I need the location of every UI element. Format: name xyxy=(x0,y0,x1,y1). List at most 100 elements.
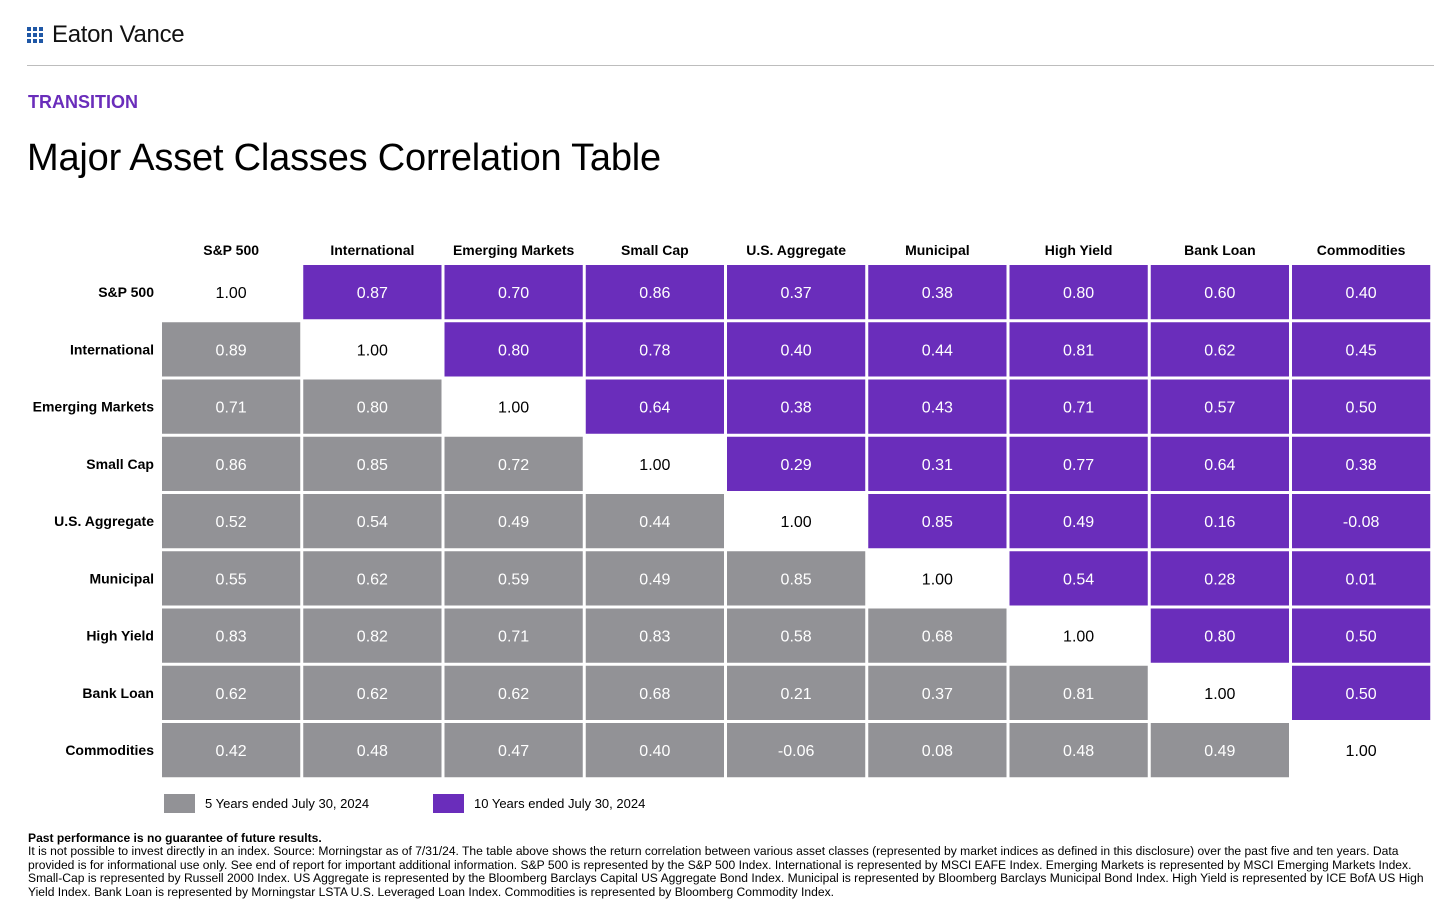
cell-municipal-small-cap xyxy=(585,551,724,606)
cell-value-sandp-500-sandp-500: 1.00 xyxy=(216,285,247,302)
cell-u-s-aggregate-high-yield xyxy=(1009,494,1148,549)
row-header-international: International xyxy=(70,341,154,357)
cell-value-international-commodities: 0.45 xyxy=(1346,342,1377,359)
cell-value-sandp-500-bank-loan: 0.60 xyxy=(1204,285,1235,302)
cell-value-high-yield-bank-loan: 0.80 xyxy=(1204,629,1235,646)
cell-value-municipal-bank-loan: 0.28 xyxy=(1204,571,1235,588)
cell-small-cap-international xyxy=(303,436,442,491)
cell-value-small-cap-bank-loan: 0.64 xyxy=(1204,457,1235,474)
cell-value-sandp-500-small-cap: 0.86 xyxy=(639,285,670,302)
cell-value-sandp-500-international: 0.87 xyxy=(357,285,388,302)
row-header-bank-loan: Bank Loan xyxy=(82,685,154,701)
cell-bank-loan-bank-loan xyxy=(1150,665,1289,720)
cell-u-s-aggregate-municipal xyxy=(868,494,1007,549)
cell-value-commodities-emerging-markets: 0.47 xyxy=(498,743,529,760)
cell-value-u-s-aggregate-commodities: -0.08 xyxy=(1343,514,1380,531)
cell-value-u-s-aggregate-emerging-markets: 0.49 xyxy=(498,514,529,531)
cell-value-u-s-aggregate-international: 0.54 xyxy=(357,514,388,531)
column-header-emerging-markets: Emerging Markets xyxy=(453,242,575,258)
cell-value-municipal-u-s-aggregate: 0.85 xyxy=(781,571,812,588)
disclosure-footnote: Past performance is no guarantee of futu… xyxy=(28,831,1428,899)
cell-commodities-u-s-aggregate xyxy=(727,723,866,778)
cell-commodities-emerging-markets xyxy=(444,723,583,778)
legend-item-5-years: 5 Years ended July 30, 2024 xyxy=(164,794,369,813)
legend-swatch-5-years xyxy=(164,794,195,813)
cell-value-u-s-aggregate-small-cap: 0.44 xyxy=(639,514,670,531)
cell-value-bank-loan-commodities: 0.50 xyxy=(1346,686,1377,703)
cell-value-international-u-s-aggregate: 0.40 xyxy=(781,342,812,359)
cell-value-small-cap-international: 0.85 xyxy=(357,457,388,474)
cell-bank-loan-commodities xyxy=(1292,665,1431,720)
cell-municipal-u-s-aggregate xyxy=(727,551,866,606)
cell-international-high-yield xyxy=(1009,322,1148,377)
cell-value-commodities-commodities: 1.00 xyxy=(1346,743,1377,760)
cell-emerging-markets-bank-loan xyxy=(1150,379,1289,434)
cell-high-yield-commodities xyxy=(1292,608,1431,663)
cell-small-cap-high-yield xyxy=(1009,436,1148,491)
cell-municipal-municipal xyxy=(868,551,1007,606)
cell-value-international-bank-loan: 0.62 xyxy=(1204,342,1235,359)
cell-value-municipal-high-yield: 0.54 xyxy=(1063,571,1094,588)
correlation-matrix: S&P 500 International Emerging Markets Smal… xyxy=(33,242,1431,778)
page-title: Major Asset Classes Correlation Table xyxy=(27,137,661,179)
cell-value-bank-loan-emerging-markets: 0.62 xyxy=(498,686,529,703)
cell-international-commodities xyxy=(1292,322,1431,377)
column-header-bank-loan: Bank Loan xyxy=(1184,242,1256,258)
cell-commodities-high-yield xyxy=(1009,723,1148,778)
cell-emerging-markets-municipal xyxy=(868,379,1007,434)
cell-municipal-bank-loan xyxy=(1150,551,1289,606)
cell-international-emerging-markets xyxy=(444,322,583,377)
legend-item-10-years: 10 Years ended July 30, 2024 xyxy=(433,794,645,813)
cell-value-municipal-small-cap: 0.49 xyxy=(639,571,670,588)
cell-high-yield-municipal xyxy=(868,608,1007,663)
cell-value-commodities-sandp-500: 0.42 xyxy=(216,743,247,760)
cell-international-sandp-500 xyxy=(162,322,301,377)
column-header-municipal: Municipal xyxy=(905,242,970,258)
cell-value-emerging-markets-municipal: 0.43 xyxy=(922,400,953,417)
section-label: TRANSITION xyxy=(28,92,138,112)
cell-value-emerging-markets-international: 0.80 xyxy=(357,400,388,417)
cell-value-high-yield-small-cap: 0.83 xyxy=(639,629,670,646)
cell-value-u-s-aggregate-sandp-500: 0.52 xyxy=(216,514,247,531)
cell-international-bank-loan xyxy=(1150,322,1289,377)
disclosure-body: It is not possible to invest directly in… xyxy=(28,844,1424,899)
cell-value-small-cap-u-s-aggregate: 0.29 xyxy=(781,457,812,474)
cell-value-high-yield-international: 0.82 xyxy=(357,629,388,646)
column-header-international: International xyxy=(330,242,414,258)
cell-value-high-yield-u-s-aggregate: 0.58 xyxy=(781,629,812,646)
cell-high-yield-bank-loan xyxy=(1150,608,1289,663)
cell-value-emerging-markets-u-s-aggregate: 0.38 xyxy=(781,400,812,417)
cell-high-yield-small-cap xyxy=(585,608,724,663)
row-header-commodities: Commodities xyxy=(65,742,154,758)
cell-commodities-commodities xyxy=(1292,723,1431,778)
cell-small-cap-commodities xyxy=(1292,436,1431,491)
cell-sandp-500-international xyxy=(303,265,442,320)
cell-u-s-aggregate-emerging-markets xyxy=(444,494,583,549)
cell-u-s-aggregate-international xyxy=(303,494,442,549)
cell-value-small-cap-emerging-markets: 0.72 xyxy=(498,457,529,474)
cell-value-high-yield-commodities: 0.50 xyxy=(1346,629,1377,646)
cell-emerging-markets-emerging-markets xyxy=(444,379,583,434)
legend-label-10-years: 10 Years ended July 30, 2024 xyxy=(474,796,646,811)
cell-value-bank-loan-bank-loan: 1.00 xyxy=(1204,686,1235,703)
cell-value-municipal-emerging-markets: 0.59 xyxy=(498,571,529,588)
cell-value-emerging-markets-bank-loan: 0.57 xyxy=(1204,400,1235,417)
row-header-emerging-markets: Emerging Markets xyxy=(33,399,155,415)
cell-value-u-s-aggregate-u-s-aggregate: 1.00 xyxy=(781,514,812,531)
cell-value-international-emerging-markets: 0.80 xyxy=(498,342,529,359)
column-header-high-yield: High Yield xyxy=(1045,242,1113,258)
header-divider xyxy=(27,65,1434,66)
row-header-municipal: Municipal xyxy=(89,570,154,586)
cell-international-international xyxy=(303,322,442,377)
cell-international-small-cap xyxy=(585,322,724,377)
cell-bank-loan-international xyxy=(303,665,442,720)
cell-value-commodities-bank-loan: 0.49 xyxy=(1204,743,1235,760)
cell-value-international-municipal: 0.44 xyxy=(922,342,953,359)
cell-value-sandp-500-emerging-markets: 0.70 xyxy=(498,285,529,302)
cell-value-commodities-high-yield: 0.48 xyxy=(1063,743,1094,760)
cell-municipal-commodities xyxy=(1292,551,1431,606)
cell-small-cap-small-cap xyxy=(585,436,724,491)
row-header-small-cap: Small Cap xyxy=(86,456,154,472)
cell-value-commodities-municipal: 0.08 xyxy=(922,743,953,760)
cell-value-small-cap-commodities: 0.38 xyxy=(1346,457,1377,474)
